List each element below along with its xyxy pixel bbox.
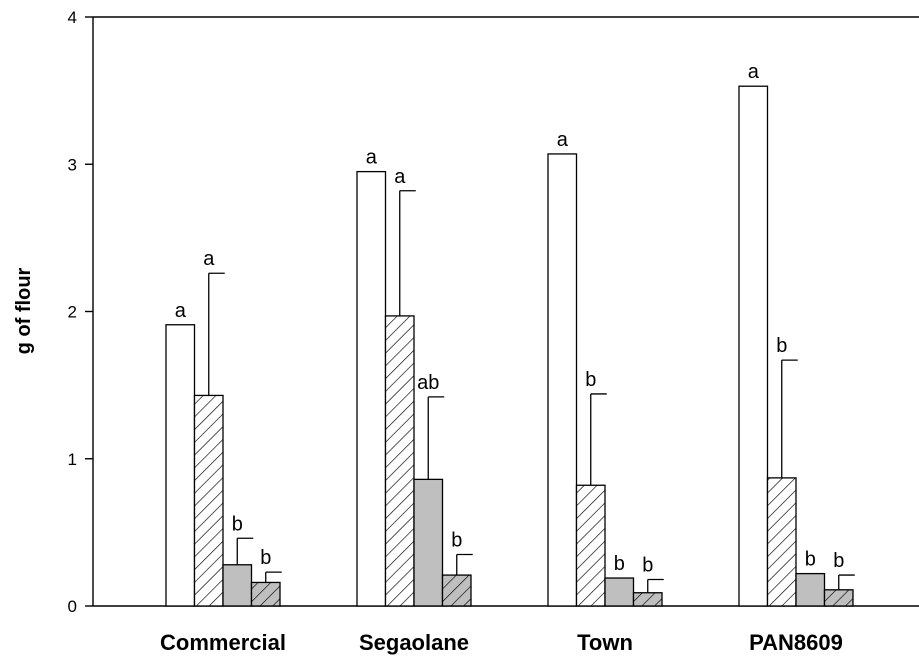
significance-label: a — [203, 248, 215, 270]
bar-town-1 — [547, 153, 578, 607]
category-label-commercial: Commercial — [160, 630, 286, 655]
significance-label: a — [175, 300, 187, 322]
bar-segaolane-3 — [413, 478, 444, 607]
significance-label: b — [805, 549, 816, 571]
category-label-town: Town — [577, 630, 633, 655]
y-ticks: 0 1 2 3 4 — [68, 8, 93, 616]
significance-label: b — [642, 554, 653, 576]
significance-label: a — [366, 147, 378, 169]
bar-commercial-3 — [222, 564, 253, 607]
y-tick-label: 4 — [68, 8, 77, 27]
significance-label: ab — [417, 372, 439, 394]
bar-pan8609-3 — [795, 572, 826, 607]
significance-label: b — [776, 335, 787, 357]
bar-segaolane-1 — [356, 170, 387, 607]
bar-pan8609-4 — [823, 589, 854, 607]
bar-pan8609-2 — [766, 477, 797, 607]
category-labels: Commercial Segaolane Town PAN8609 — [160, 630, 843, 655]
bar-pan8609-1 — [738, 85, 769, 607]
significance-label: b — [833, 550, 844, 572]
significance-label: b — [232, 513, 243, 535]
significance-label: b — [585, 369, 596, 391]
y-axis-label: g of flour — [13, 267, 35, 354]
category-label-pan8609: PAN8609 — [749, 630, 843, 655]
significance-label: b — [451, 529, 462, 551]
y-tick-label: 1 — [68, 450, 77, 469]
bar-commercial-2 — [193, 394, 224, 607]
bar-segaolane-4 — [441, 574, 472, 607]
significance-label: b — [260, 547, 271, 569]
significance-label: a — [748, 61, 760, 83]
significance-label: a — [557, 129, 569, 151]
significance-label: b — [614, 553, 625, 575]
bar-segaolane-2 — [384, 315, 415, 607]
bar-town-3 — [604, 577, 635, 607]
y-tick-label: 3 — [68, 155, 77, 174]
significance-label: a — [394, 166, 406, 188]
bar-commercial-4 — [250, 581, 281, 607]
y-tick-label: 2 — [68, 303, 77, 322]
bar-commercial-1 — [165, 324, 196, 607]
bar-town-4 — [632, 592, 663, 607]
category-label-segaolane: Segaolane — [359, 630, 469, 655]
y-tick-label: 0 — [68, 597, 77, 616]
bar-town-2 — [575, 484, 606, 607]
